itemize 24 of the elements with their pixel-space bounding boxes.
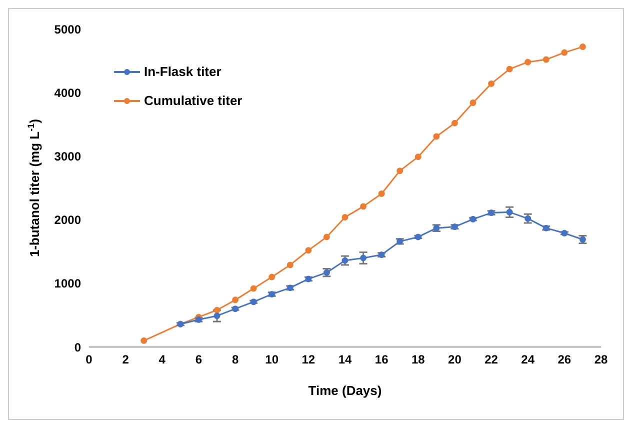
x-tick-label: 16 — [374, 352, 389, 367]
x-tick-label: 2 — [122, 352, 130, 367]
legend-label: In-Flask titer — [144, 64, 222, 79]
x-tick-label: 4 — [158, 352, 166, 367]
y-tick-label: 0 — [74, 340, 82, 354]
y-tick-label: 4000 — [54, 86, 82, 100]
x-tick-label: 24 — [521, 352, 535, 367]
x-tick-label: 0 — [86, 352, 93, 367]
x-tick-label: 26 — [558, 352, 572, 367]
y-tick-label: 1000 — [54, 276, 82, 291]
x-tick-label: 8 — [232, 352, 239, 367]
x-tick-label: 10 — [265, 352, 279, 367]
y-tick-label: 5000 — [54, 22, 82, 36]
x-tick-label: 18 — [411, 352, 426, 367]
x-tick-label: 14 — [338, 352, 352, 367]
y-tick-label: 3000 — [54, 149, 82, 164]
x-axis-title: Time (Days) — [308, 383, 382, 398]
x-tick-label: 22 — [484, 352, 498, 367]
legend-label: Cumulative titer — [144, 93, 242, 108]
y-tick-label: 2000 — [54, 213, 82, 228]
x-tick-label: 28 — [594, 352, 608, 367]
x-tick-label: 20 — [448, 352, 462, 367]
x-tick-label: 6 — [195, 352, 202, 367]
x-tick-label: 12 — [302, 352, 316, 367]
